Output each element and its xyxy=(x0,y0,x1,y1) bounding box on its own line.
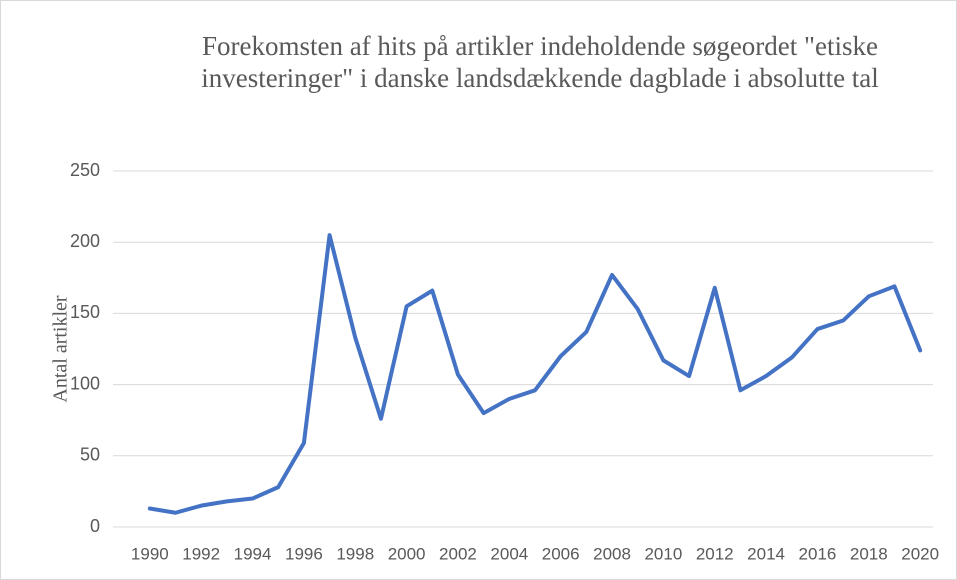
x-tick-label: 1992 xyxy=(182,544,220,563)
x-tick-label: 2010 xyxy=(644,544,682,563)
x-tick-label: 2020 xyxy=(901,544,939,563)
x-tick-label: 1996 xyxy=(285,544,323,563)
chart-title: Forekomsten af hits på artikler indehold… xyxy=(201,31,879,93)
x-tick-label: 2018 xyxy=(850,544,888,563)
x-tick-label: 2008 xyxy=(593,544,631,563)
x-tick-label: 1998 xyxy=(336,544,374,563)
y-axis-title: Antal artikler xyxy=(50,295,72,403)
x-tick-label: 2002 xyxy=(439,544,477,563)
data-line xyxy=(147,233,923,515)
x-tick-label: 2006 xyxy=(542,544,580,563)
x-tick-label: 2004 xyxy=(490,544,528,563)
x-tick-label: 1994 xyxy=(234,544,272,563)
y-tick-label: 50 xyxy=(80,445,100,465)
x-tick-label: 2016 xyxy=(799,544,837,563)
y-tick-label: 100 xyxy=(70,373,100,393)
y-tick-label: 250 xyxy=(70,160,100,180)
y-tick-label: 0 xyxy=(90,516,100,536)
x-tick-label: 2014 xyxy=(747,544,785,563)
x-tick-label: 1990 xyxy=(131,544,169,563)
x-tick-label: 2012 xyxy=(696,544,734,563)
y-tick-label: 200 xyxy=(70,231,100,251)
x-tick-label: 2000 xyxy=(388,544,426,563)
y-tick-label: 150 xyxy=(70,302,100,322)
